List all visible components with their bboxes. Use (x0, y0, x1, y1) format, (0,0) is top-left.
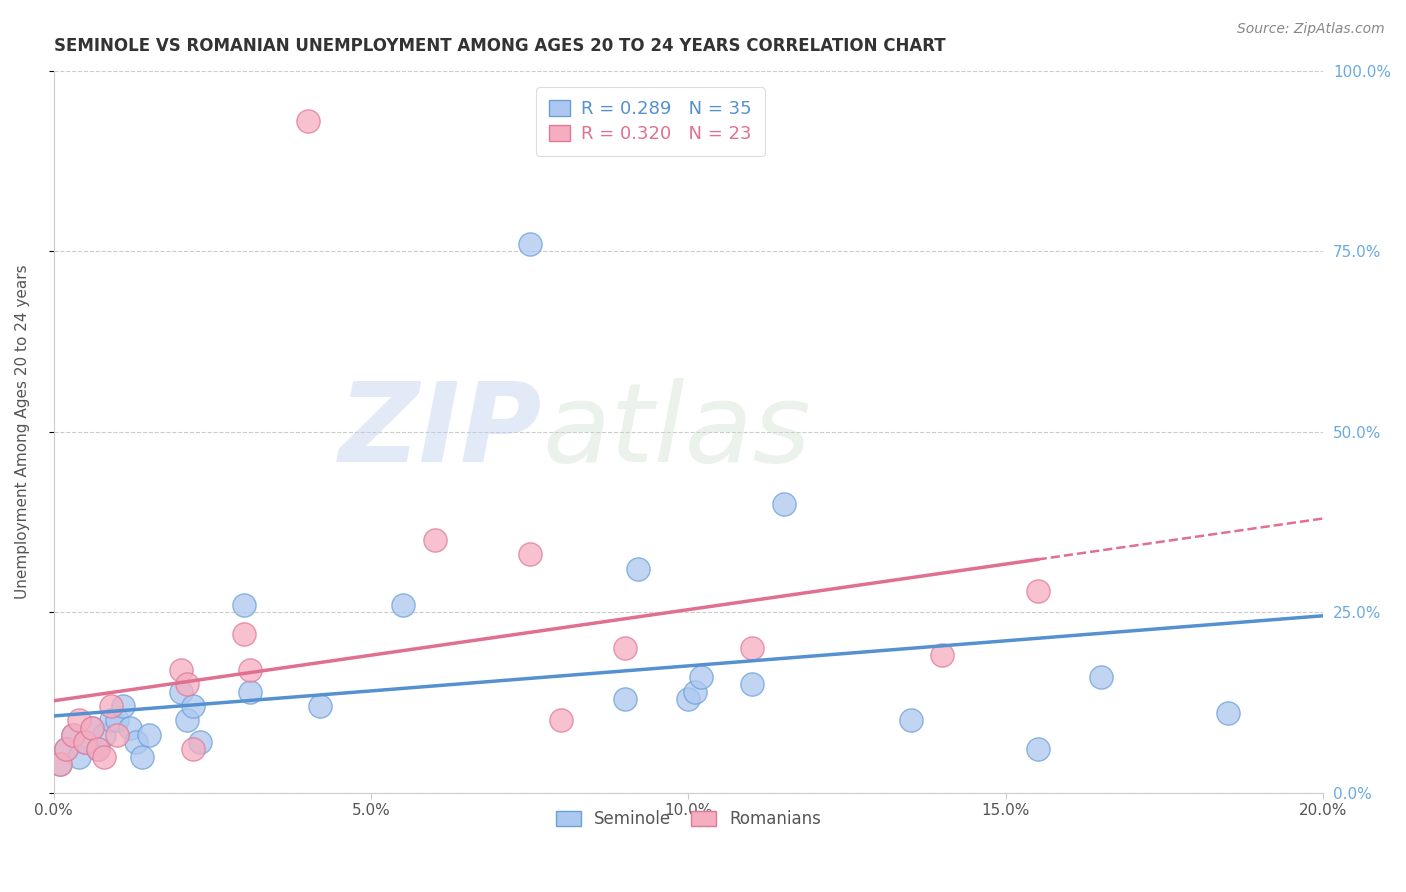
Point (519, 237, 541, 252)
Point (100, 714, 122, 728)
Point (169, 684, 191, 698)
Point (49, 756, 72, 771)
Point (176, 714, 198, 728)
Point (138, 728, 160, 742)
Point (125, 735, 148, 749)
Point (613, 691, 636, 706)
Point (683, 684, 706, 698)
Point (239, 663, 262, 677)
Point (391, 598, 413, 612)
Point (297, 114, 319, 128)
Point (519, 548, 541, 562)
Point (741, 677, 763, 691)
Point (1090, 670, 1112, 684)
Point (87, 742, 110, 756)
Point (181, 742, 204, 756)
Point (741, 641, 763, 656)
Point (239, 684, 262, 698)
Point (550, 714, 572, 728)
Point (423, 533, 446, 547)
Point (690, 670, 713, 684)
Point (67, 714, 90, 728)
Point (75, 735, 97, 749)
Point (678, 691, 700, 706)
Point (67, 749, 90, 764)
Point (93, 728, 115, 742)
Text: ZIP: ZIP (339, 378, 543, 485)
Point (100, 699, 122, 714)
Point (131, 749, 153, 764)
Point (62, 728, 84, 742)
Point (176, 677, 198, 691)
Point (93, 749, 115, 764)
Point (309, 699, 332, 714)
Point (772, 497, 794, 511)
Point (627, 562, 650, 576)
Point (75, 735, 97, 749)
Point (118, 721, 141, 735)
Point (188, 735, 211, 749)
Point (62, 728, 84, 742)
Point (233, 627, 256, 641)
Point (233, 598, 256, 612)
Point (1216, 706, 1239, 721)
Legend: Seminole, Romanians: Seminole, Romanians (548, 804, 828, 835)
Text: atlas: atlas (543, 378, 811, 485)
Point (1026, 742, 1049, 756)
Text: Source: ZipAtlas.com: Source: ZipAtlas.com (1237, 22, 1385, 37)
Text: SEMINOLE VS ROMANIAN UNEMPLOYMENT AMONG AGES 20 TO 24 YEARS CORRELATION CHART: SEMINOLE VS ROMANIAN UNEMPLOYMENT AMONG … (53, 37, 945, 55)
Y-axis label: Unemployment Among Ages 20 to 24 years: Unemployment Among Ages 20 to 24 years (15, 264, 30, 599)
Point (613, 641, 636, 656)
Point (105, 728, 128, 742)
Point (112, 699, 135, 714)
Point (55, 742, 77, 756)
Point (80, 721, 103, 735)
Point (105, 714, 128, 728)
Point (49, 756, 72, 771)
Point (181, 699, 204, 714)
Point (55, 742, 77, 756)
Point (80, 721, 103, 735)
Point (169, 663, 191, 677)
Point (931, 648, 953, 663)
Point (87, 742, 110, 756)
Point (900, 714, 922, 728)
Point (1026, 583, 1049, 598)
